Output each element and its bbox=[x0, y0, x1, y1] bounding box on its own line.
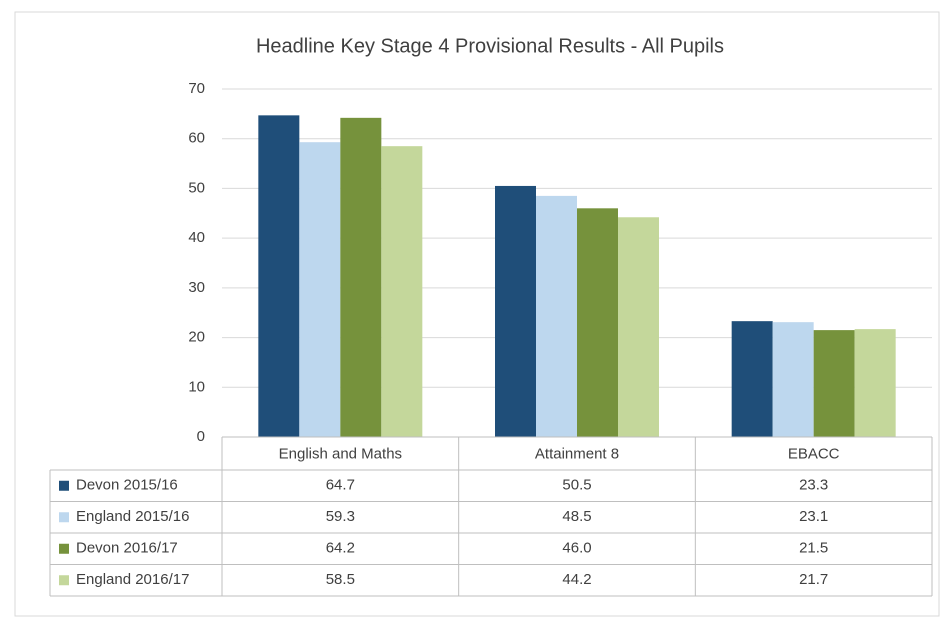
bar bbox=[854, 329, 896, 437]
bar bbox=[340, 117, 382, 437]
table-cell: 48.5 bbox=[562, 508, 591, 525]
table-cell: 58.5 bbox=[326, 571, 355, 588]
bar bbox=[618, 217, 659, 437]
y-tick-label: 60 bbox=[188, 130, 205, 147]
table-cell: 21.7 bbox=[799, 571, 828, 588]
y-tick-label: 30 bbox=[188, 279, 205, 296]
y-tick-label: 50 bbox=[188, 179, 205, 196]
legend-label: England 2016/17 bbox=[76, 571, 189, 588]
bar bbox=[299, 142, 341, 438]
table-cell: 21.5 bbox=[799, 540, 828, 557]
x-tick-label: Attainment 8 bbox=[535, 445, 619, 462]
table-cell: 23.1 bbox=[799, 508, 828, 525]
legend-swatch bbox=[59, 512, 69, 523]
bar bbox=[536, 195, 577, 437]
table-cell: 59.3 bbox=[326, 508, 355, 525]
x-tick-label: English and Maths bbox=[279, 445, 402, 462]
legend-swatch bbox=[59, 543, 69, 554]
chart-border bbox=[14, 11, 940, 617]
table-cell: 23.3 bbox=[799, 477, 828, 494]
legend-label: England 2015/16 bbox=[76, 508, 189, 525]
bar bbox=[772, 322, 814, 437]
y-tick-label: 40 bbox=[188, 229, 205, 246]
bar bbox=[813, 330, 855, 437]
bar bbox=[731, 321, 773, 437]
legend-label: Devon 2016/17 bbox=[76, 540, 178, 557]
bar bbox=[495, 185, 536, 437]
chart-title: Headline Key Stage 4 Provisional Results… bbox=[256, 35, 724, 57]
table-cell: 46.0 bbox=[562, 540, 591, 557]
y-tick-label: 0 bbox=[197, 428, 205, 445]
bar bbox=[381, 146, 423, 437]
legend-swatch bbox=[59, 480, 69, 491]
table-cell: 50.5 bbox=[562, 477, 591, 494]
y-tick-label: 20 bbox=[188, 329, 205, 346]
bar bbox=[577, 208, 618, 437]
y-tick-label: 10 bbox=[188, 378, 205, 395]
table-cell: 64.7 bbox=[326, 477, 355, 494]
table-cell: 64.2 bbox=[326, 540, 355, 557]
legend-swatch bbox=[59, 575, 69, 586]
legend-label: Devon 2015/16 bbox=[76, 477, 178, 494]
x-tick-label: EBACC bbox=[788, 445, 840, 462]
y-tick-label: 70 bbox=[188, 80, 205, 97]
bar bbox=[258, 115, 300, 437]
table-cell: 44.2 bbox=[562, 571, 591, 588]
